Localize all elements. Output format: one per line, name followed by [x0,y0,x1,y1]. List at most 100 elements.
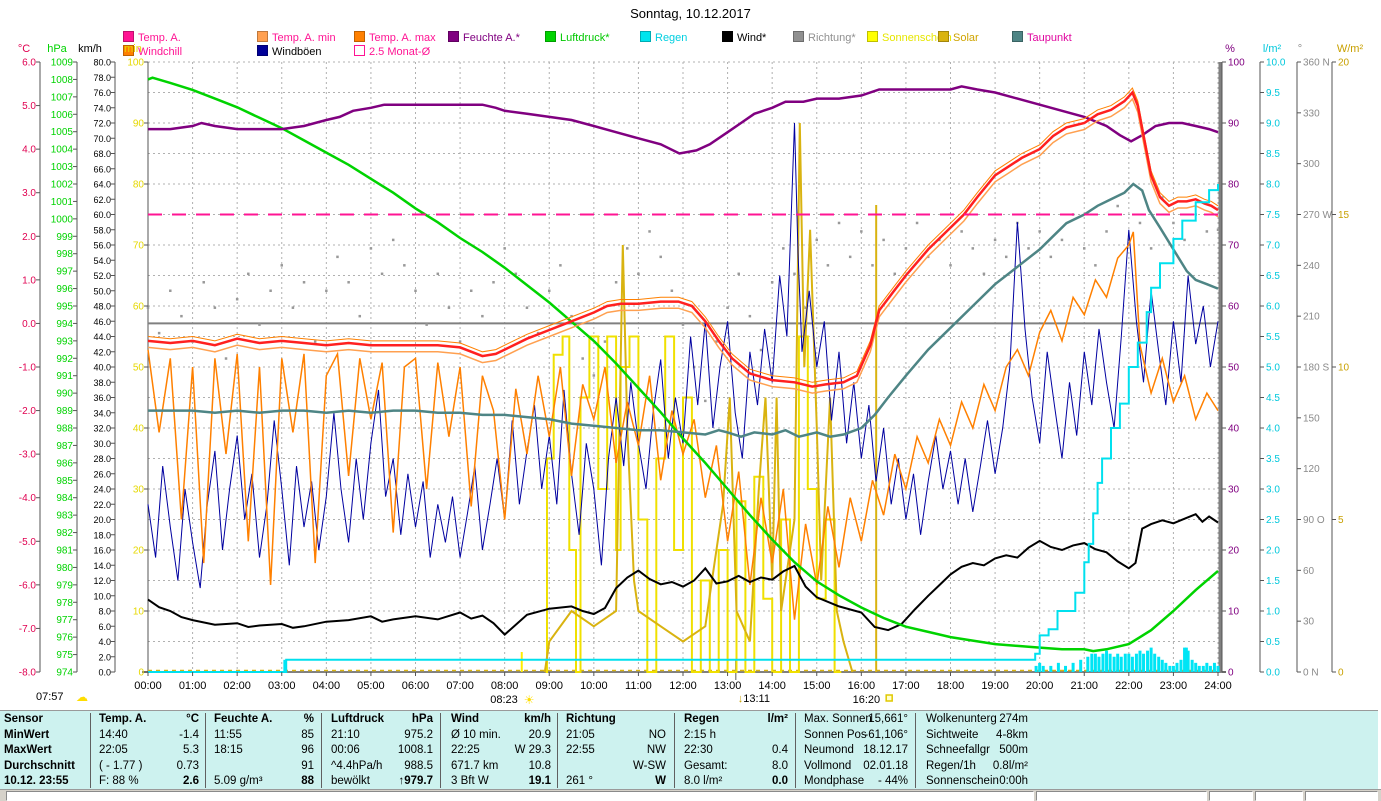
axis-tick-label-min: 40 [133,424,145,435]
wind-direction-dot [614,281,618,284]
wind-direction-dot [169,289,172,292]
axis-tick-label-min: 100 [127,58,144,69]
axis-tick-label-min: 50 [133,363,145,374]
wind-direction-dot [336,255,339,259]
axis-tick-label-kmh: 26.0 [93,469,111,479]
wind-direction-dot [1060,238,1064,242]
x-axis-label: 18:00 [937,680,965,692]
legend-item-wind: Wind* [722,31,766,44]
table-separator [90,713,91,788]
dawn-cloud-icon: ☁ [76,690,88,704]
axis-tick-label-kmh: 50.0 [93,286,111,296]
wind-direction-dot [369,247,373,250]
axis-tick-label-lm2: 8.5 [1266,149,1280,160]
table-cell-wolken: Regen/1h 0.8l/m² [920,759,1032,775]
x-axis-label: 07:00 [446,680,474,692]
wind-direction-dot [1127,238,1131,242]
wind-direction-dot [1038,230,1041,233]
sunset-time-label: 16:20 [853,694,881,706]
x-axis-label: 14:00 [758,680,786,692]
axis-tick-label-min: 60 [133,302,145,313]
wind-direction-dot [659,255,662,259]
axis-tick-label-kmh: 80.0 [93,58,111,68]
cell-text: 8.0 l/m² [684,775,723,788]
table-separator [795,713,796,788]
legend-label: Sonnenschein [882,32,952,44]
series-temp [147,90,1219,388]
series-windboeen [147,122,1219,589]
wind-direction-dot [559,264,562,267]
legend-item-monats-mittel: 2.5 Monat-Ø [354,45,430,58]
wind-direction-dot [503,247,506,250]
axis-tick-label-hpa: 998 [56,249,73,260]
axis-tick-label-kmh: 48.0 [93,302,111,312]
legend-marker-wind [722,31,733,42]
cell-text: Regen [684,713,720,725]
cell-value: -61,106° [864,728,908,741]
wind-direction-dot [581,357,584,360]
axis-tick-label-lm2: 2.5 [1266,515,1280,526]
legend-item-temp-a: Temp. A. [123,31,181,44]
axis-tick-label-hpa: 990 [56,389,73,400]
table-cell-sonne-mond: Vollmond 02.01.18 [798,759,912,775]
axis-unit-kmh: km/h [78,43,102,55]
axis-tick-label-hpa: 994 [56,319,73,330]
axis-tick-label-pct: 60 [1228,302,1240,313]
table-cell-wolken: Schneefallgr 500m [920,743,1032,759]
axis-tick-label-pct: 70 [1228,241,1240,252]
cell-text: Regen/1h [926,759,976,772]
table-cell-sonne-mond: Neumond 18.12.17 [798,743,912,759]
cell-text: Luftdruck [331,713,385,725]
cell-value: 15,661° [868,713,908,725]
axis-tick-label-c: -2.0 [19,406,37,417]
cell-value: 0.0 [772,775,788,788]
wind-direction-dot [247,272,250,276]
table-separator [915,713,916,788]
table-cell-richtung: W-SW [560,759,670,775]
series-taupunkt [148,182,1219,439]
wind-direction-dot [1205,230,1209,233]
axis-tick-label-kmh: 4.0 [98,637,111,647]
cell-text: 22:05 [99,744,128,757]
cell-value: W [655,775,666,788]
table-cell-temp: F: 88 % 2.6 [93,774,203,790]
wind-direction-dot [793,272,796,276]
axis-unit-deg: ° [1298,43,1302,55]
cell-text: 261 ° [566,775,593,788]
cell-text: Sonnenschein [926,775,999,788]
axis-tick-label-min: 20 [133,546,145,557]
wind-direction-dot [759,348,763,352]
cell-value: - 44% [877,775,908,788]
midday-time-label: ↓13:11 [738,693,770,705]
cell-value: -1.4 [179,728,199,741]
wind-direction-dot [915,221,919,225]
cell-text: 671.7 km [451,759,499,772]
axis-tick-label-pct: 40 [1228,424,1240,435]
axis-tick-label-kmh: 16.0 [93,546,111,556]
table-cell-luftdruck: 00:06 1008.1 [325,743,437,759]
axis-tick-label-deg: 120 [1303,464,1320,475]
stats-table: Sensor MinWert MaxWert Durchschnitt 10.12. 2… [0,710,1378,790]
axis-tick-label-kmh: 62.0 [93,195,111,205]
weather-chart[interactable]: °C -8.0 -7.0 -6.0 -5.0 -4.0 -3.0 -2.0 -1.0 0.0 1.0… [0,0,1381,710]
x-axis-label: 03:00 [268,680,296,692]
axis-tick-label-kmh: 40.0 [93,363,111,373]
table-cell-regen: 22:30 0.4 [678,743,792,759]
cell-value: W 29.3 [514,744,551,757]
table-cell-wolken: Sichtweite 4-8km [920,728,1032,744]
axis-tick-label-hpa: 1002 [51,180,74,191]
wind-direction-dot [180,314,183,318]
legend-label: Temp. A. max [369,32,436,44]
table-cell-luftdruck: Luftdruck hPa [325,712,437,728]
axis-tick-label-kmh: 24.0 [93,485,111,495]
table-row-label: MinWert [4,728,50,741]
legend-marker-temp-a-min [257,31,268,42]
legend-marker-solar [938,31,949,42]
wind-direction-dot [860,230,863,233]
wind-direction-dot [648,230,651,233]
table-cell-sonne-mond: Mondphase - 44% [798,774,912,790]
legend-label: Windchill [138,46,183,58]
axis-tick-label-hpa: 992 [56,354,73,365]
cell-value: 10.8 [528,759,551,772]
table-cell-richtung: 21:05 NO [560,728,670,744]
